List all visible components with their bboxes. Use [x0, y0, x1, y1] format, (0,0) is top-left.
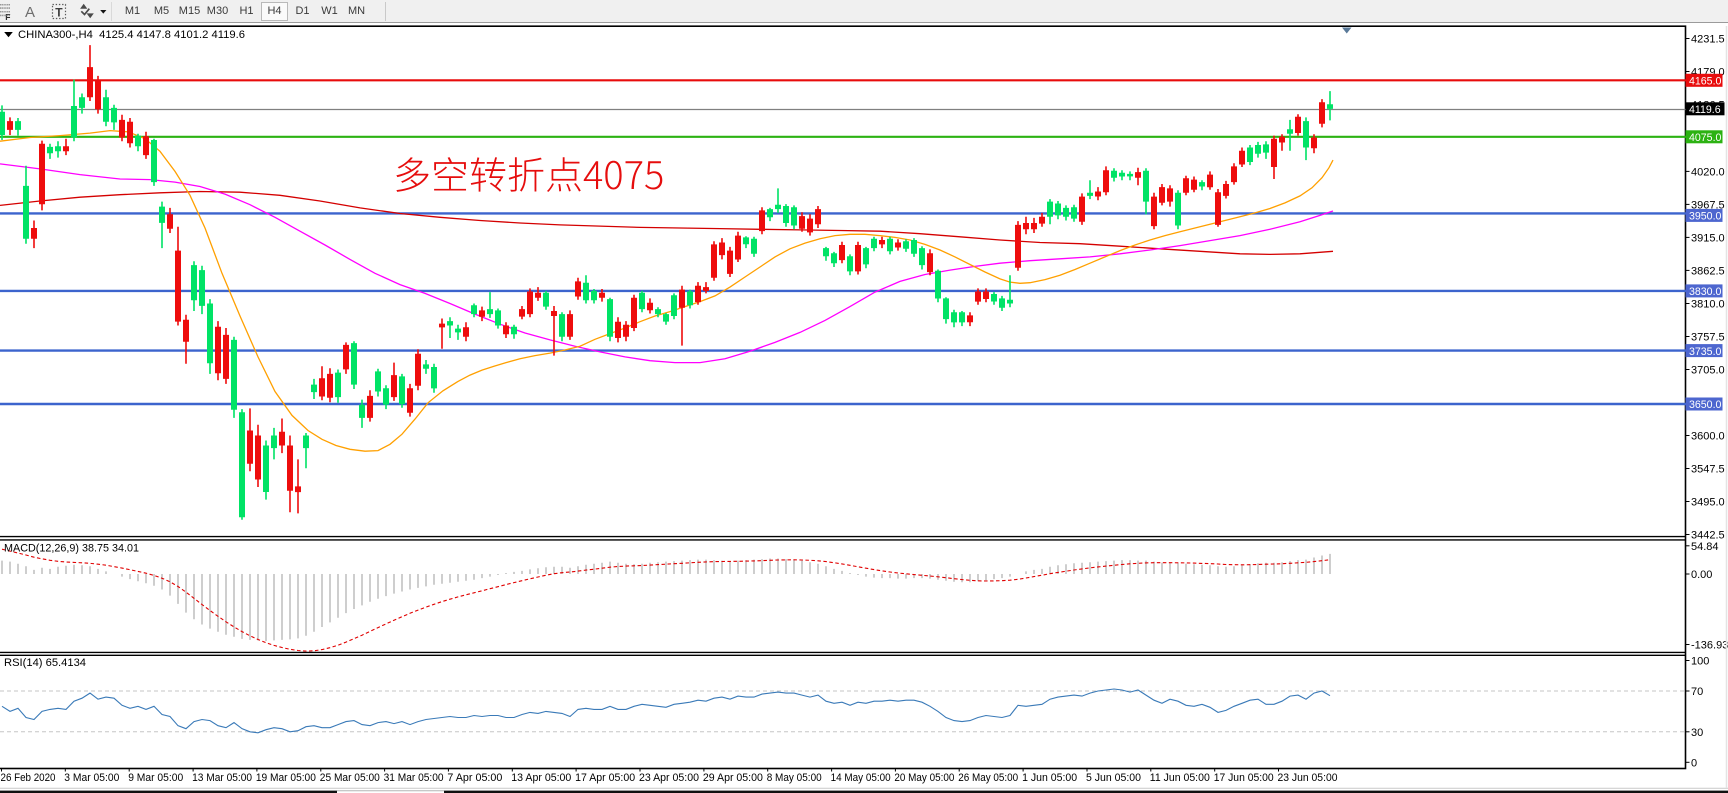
svg-text:T: T — [55, 6, 63, 20]
svg-text:14 May 05:00: 14 May 05:00 — [831, 772, 891, 784]
svg-text:4231.5: 4231.5 — [1691, 34, 1725, 46]
svg-text:25 Mar 05:00: 25 Mar 05:00 — [320, 772, 380, 784]
svg-text:3810.0: 3810.0 — [1691, 299, 1725, 311]
svg-text:30: 30 — [1691, 727, 1703, 739]
svg-text:23 Jun 05:00: 23 Jun 05:00 — [1278, 772, 1338, 784]
svg-text:9 Mar 05:00: 9 Mar 05:00 — [128, 772, 183, 784]
svg-text:1 Jun 05:00: 1 Jun 05:00 — [1022, 772, 1077, 784]
svg-text:RSI(14) 65.4134: RSI(14) 65.4134 — [4, 657, 86, 669]
svg-text:3705.0: 3705.0 — [1691, 365, 1725, 377]
svg-text:3547.5: 3547.5 — [1691, 464, 1725, 476]
svg-text:-136.93: -136.93 — [1691, 640, 1728, 652]
svg-text:3 Mar 05:00: 3 Mar 05:00 — [64, 772, 119, 784]
svg-text:4119.6: 4119.6 — [1689, 104, 1721, 116]
svg-text:CHINA300-,H4 4125.4 4147.8 41: CHINA300-,H4 4125.4 4147.8 4101.2 4119.6 — [18, 29, 245, 41]
svg-text:26 May 05:00: 26 May 05:00 — [958, 772, 1018, 784]
svg-text:3967.5: 3967.5 — [1691, 199, 1725, 211]
svg-text:3830.0: 3830.0 — [1689, 286, 1722, 298]
svg-text:7 Apr 05:00: 7 Apr 05:00 — [447, 772, 502, 784]
svg-text:17 Jun 05:00: 17 Jun 05:00 — [1214, 772, 1274, 784]
svg-text:70: 70 — [1691, 686, 1703, 698]
svg-text:3442.5: 3442.5 — [1691, 530, 1725, 542]
svg-text:F: F — [5, 12, 10, 22]
svg-text:20 May 05:00: 20 May 05:00 — [894, 772, 954, 784]
svg-text:5 Jun 05:00: 5 Jun 05:00 — [1086, 772, 1141, 784]
svg-text:3862.5: 3862.5 — [1691, 265, 1725, 277]
svg-text:3950.0: 3950.0 — [1689, 211, 1722, 223]
svg-text:8 May 05:00: 8 May 05:00 — [767, 772, 822, 784]
svg-text:4020.0: 4020.0 — [1691, 166, 1725, 178]
svg-text:19 Mar 05:00: 19 Mar 05:00 — [256, 772, 316, 784]
svg-text:17 Apr 05:00: 17 Apr 05:00 — [575, 772, 635, 784]
svg-text:4075.0: 4075.0 — [1689, 132, 1722, 144]
svg-text:13 Mar 05:00: 13 Mar 05:00 — [192, 772, 252, 784]
svg-text:13 Apr 05:00: 13 Apr 05:00 — [511, 772, 571, 784]
svg-text:3650.0: 3650.0 — [1689, 399, 1722, 411]
svg-text:3735.0: 3735.0 — [1689, 346, 1722, 358]
svg-text:3757.5: 3757.5 — [1691, 332, 1725, 344]
svg-text:29 Apr 05:00: 29 Apr 05:00 — [703, 772, 763, 784]
svg-text:26 Feb 2020: 26 Feb 2020 — [1, 772, 56, 784]
svg-text:MACD(12,26,9) 38.75 34.01: MACD(12,26,9) 38.75 34.01 — [4, 543, 139, 555]
svg-text:31 Mar 05:00: 31 Mar 05:00 — [384, 772, 444, 784]
svg-text:4165.0: 4165.0 — [1689, 76, 1722, 88]
svg-text:0: 0 — [1691, 757, 1697, 769]
svg-text:3600.0: 3600.0 — [1691, 431, 1725, 443]
svg-text:100: 100 — [1691, 656, 1709, 668]
svg-text:54.84: 54.84 — [1691, 541, 1719, 553]
svg-text:3495.0: 3495.0 — [1691, 497, 1725, 509]
svg-text:11 Jun 05:00: 11 Jun 05:00 — [1150, 772, 1210, 784]
svg-text:3915.0: 3915.0 — [1691, 232, 1725, 244]
svg-text:23 Apr 05:00: 23 Apr 05:00 — [639, 772, 699, 784]
svg-text:A: A — [25, 4, 35, 21]
svg-text:0.00: 0.00 — [1691, 569, 1712, 581]
